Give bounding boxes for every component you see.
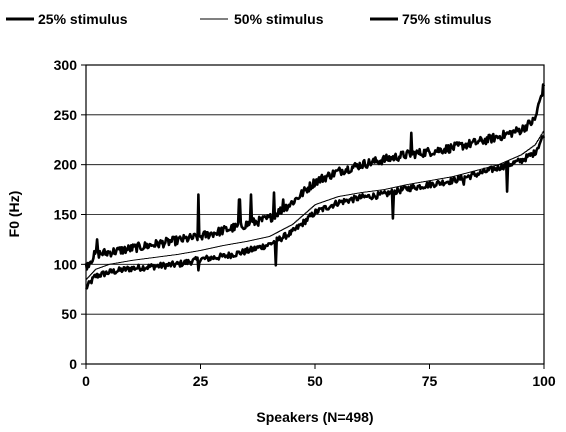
- series-layer: [84, 83, 546, 290]
- y-axis-ticks: 0 50 100 150 200 250 300: [54, 57, 86, 372]
- series-line-2: [86, 129, 545, 280]
- x-axis-ticks: 0 25 50 75 100: [82, 364, 556, 389]
- series-line-1: [85, 135, 546, 290]
- y-tick-label: 300: [54, 57, 78, 73]
- legend-label-series-2: 50% stimulus: [234, 11, 324, 27]
- x-axis-label: Speakers (N=498): [256, 409, 373, 425]
- y-tick-label: 150: [54, 207, 78, 223]
- y-tick-label: 200: [54, 157, 78, 173]
- legend-label-series-1: 25% stimulus: [38, 11, 128, 27]
- y-tick-label: 0: [69, 356, 77, 372]
- y-tick-label: 50: [61, 306, 77, 322]
- y-tick-label: 250: [54, 107, 78, 123]
- y-tick-label: 100: [54, 256, 78, 272]
- x-tick-label: 75: [422, 373, 438, 389]
- y-axis-label: F0 (Hz): [6, 191, 22, 238]
- x-tick-label: 25: [193, 373, 209, 389]
- x-tick-label: 100: [532, 373, 556, 389]
- legend-label-series-3: 75% stimulus: [402, 11, 492, 27]
- series-line-3: [84, 83, 546, 271]
- x-tick-label: 50: [307, 373, 323, 389]
- legend: 25% stimulus 50% stimulus 75% stimulus: [6, 11, 492, 27]
- x-tick-label: 0: [82, 373, 90, 389]
